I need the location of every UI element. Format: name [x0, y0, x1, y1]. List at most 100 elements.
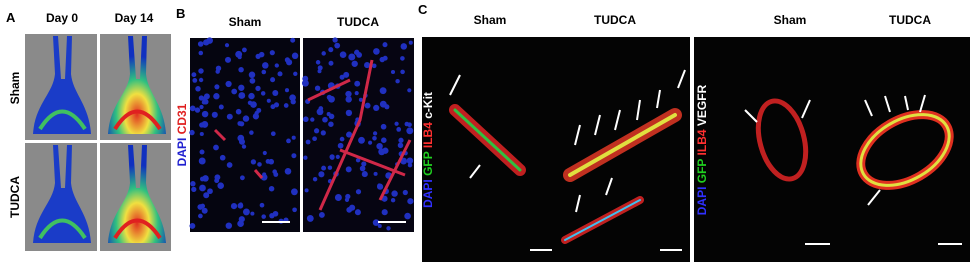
nucleus — [396, 127, 402, 132]
nucleus — [339, 136, 345, 142]
nucleus — [203, 93, 210, 100]
nucleus — [373, 171, 378, 176]
nucleus — [321, 51, 326, 56]
perfusion — [113, 109, 162, 131]
nucleus — [380, 123, 387, 130]
nucleus — [400, 56, 405, 61]
stain: DAPI — [421, 179, 435, 208]
nucleus — [301, 79, 309, 87]
nucleus — [394, 121, 399, 126]
nucleus — [346, 207, 353, 213]
nucleus — [272, 169, 278, 175]
nucleus — [192, 77, 198, 83]
column-header: TUDCA — [337, 15, 379, 29]
nucleus — [376, 142, 383, 150]
nucleus — [351, 60, 358, 67]
stain: c-Kit — [421, 92, 435, 119]
nucleus — [207, 188, 213, 195]
nucleus — [199, 149, 205, 155]
nucleus — [189, 222, 196, 229]
nucleus — [290, 37, 296, 43]
micrograph — [303, 38, 414, 232]
nucleus — [337, 142, 344, 149]
nucleus — [199, 122, 205, 128]
nucleus — [215, 65, 222, 72]
nucleus — [395, 78, 400, 84]
nucleus — [189, 129, 195, 136]
nucleus — [248, 92, 255, 100]
micrograph — [422, 37, 690, 262]
nucleus — [291, 153, 297, 159]
nucleus — [249, 78, 256, 84]
nucleus — [343, 71, 350, 78]
nucleus — [317, 65, 323, 71]
micrograph — [190, 38, 300, 232]
nucleus — [256, 107, 262, 113]
nucleus — [238, 138, 246, 145]
perfusion — [38, 109, 87, 131]
nucleus — [214, 174, 221, 181]
nucleus — [239, 175, 245, 181]
nucleus — [390, 69, 396, 75]
nucleus — [238, 202, 243, 207]
column-header: Day 0 — [46, 11, 78, 25]
nucleus — [260, 173, 268, 181]
nucleus — [213, 93, 220, 100]
limb — [108, 36, 166, 134]
nucleus — [260, 91, 266, 96]
nucleus — [274, 63, 279, 68]
vessels — [449, 98, 954, 244]
nucleus — [402, 189, 408, 196]
nucleus — [354, 80, 361, 87]
nucleus — [364, 62, 371, 69]
nucleus — [398, 137, 404, 143]
nucleus — [315, 60, 321, 65]
nucleus — [354, 50, 359, 55]
nucleus — [283, 103, 289, 108]
nucleus — [322, 116, 328, 123]
column-header: Sham — [229, 15, 262, 29]
nucleus — [198, 77, 204, 83]
nucleus — [268, 185, 275, 192]
nucleus — [195, 86, 201, 92]
nucleus — [266, 98, 271, 103]
nucleus — [318, 171, 325, 178]
nucleus — [386, 226, 391, 231]
nucleus — [262, 150, 267, 156]
nucleus — [355, 157, 361, 163]
nucleus — [225, 222, 233, 229]
nucleus — [404, 121, 410, 127]
nucleus — [272, 90, 279, 96]
nucleus — [198, 68, 204, 74]
nucleus — [407, 88, 412, 93]
stain: CD31 — [175, 103, 189, 134]
nucleus — [214, 84, 220, 90]
nucleus — [235, 108, 242, 115]
nucleus — [250, 101, 257, 108]
nucleus — [219, 154, 226, 161]
nucleus — [313, 128, 320, 134]
panel-label: A — [6, 10, 16, 25]
nucleus — [239, 121, 245, 127]
nucleus — [321, 165, 327, 171]
nucleus — [255, 53, 261, 60]
nucleus — [238, 216, 245, 223]
nucleus — [397, 142, 404, 149]
stain: VEGFR — [695, 84, 709, 126]
nucleus — [390, 197, 396, 203]
nucleus — [199, 131, 204, 137]
nucleus — [270, 104, 276, 110]
nucleus — [372, 136, 377, 141]
nucleus — [226, 113, 233, 120]
nucleus — [261, 69, 267, 75]
limb — [33, 145, 91, 243]
nucleus — [358, 97, 363, 102]
nucleus — [284, 88, 290, 93]
row-header: Sham — [8, 72, 22, 105]
nucleus — [218, 104, 224, 110]
nucleus — [373, 48, 380, 55]
nucleus — [404, 212, 411, 220]
row-header: TUDCA — [8, 176, 22, 218]
nucleus — [259, 202, 265, 208]
